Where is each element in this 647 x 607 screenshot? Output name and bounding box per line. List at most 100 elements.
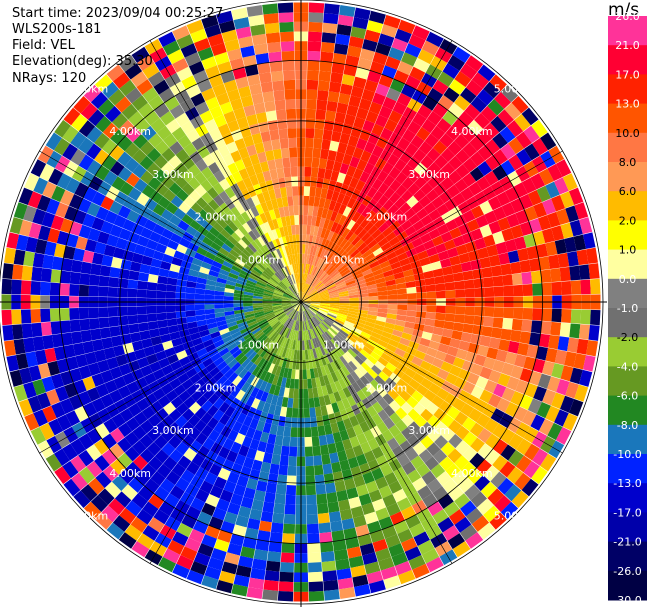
velocity-gate bbox=[486, 347, 499, 360]
velocity-gate bbox=[382, 199, 395, 211]
velocity-gate bbox=[162, 40, 181, 56]
velocity-gate bbox=[240, 95, 254, 108]
velocity-gate bbox=[394, 395, 407, 408]
velocity-gate bbox=[320, 296, 330, 300]
velocity-gate bbox=[318, 308, 329, 314]
velocity-gate bbox=[362, 471, 375, 485]
velocity-gate bbox=[399, 440, 413, 454]
velocity-gate bbox=[176, 189, 189, 202]
velocity-gate bbox=[83, 186, 98, 202]
velocity-gate bbox=[213, 136, 226, 150]
velocity-gate bbox=[394, 432, 407, 446]
velocity-gate bbox=[440, 335, 452, 346]
velocity-gate bbox=[542, 198, 556, 215]
velocity-gate bbox=[283, 293, 293, 299]
velocity-gate bbox=[212, 83, 227, 97]
velocity-gate bbox=[302, 273, 305, 283]
velocity-gate bbox=[224, 38, 240, 52]
velocity-gate bbox=[304, 340, 308, 351]
velocity-gate bbox=[329, 327, 338, 336]
velocity-gate bbox=[412, 112, 427, 127]
velocity-gate bbox=[397, 453, 411, 467]
velocity-gate bbox=[161, 364, 174, 376]
velocity-gate bbox=[194, 304, 205, 311]
velocity-gate bbox=[226, 88, 241, 102]
velocity-gate bbox=[227, 372, 239, 383]
velocity-gate bbox=[167, 353, 179, 365]
velocity-gate bbox=[216, 320, 227, 327]
velocity-gate bbox=[323, 319, 332, 328]
velocity-gate bbox=[146, 313, 158, 323]
velocity-gate bbox=[394, 28, 412, 43]
velocity-gate bbox=[294, 379, 299, 389]
velocity-gate bbox=[284, 338, 290, 349]
velocity-gate bbox=[246, 318, 257, 325]
velocity-gate bbox=[174, 428, 188, 442]
velocity-gate bbox=[74, 406, 89, 422]
velocity-gate bbox=[154, 140, 170, 155]
velocity-gate bbox=[433, 182, 447, 196]
velocity-gate bbox=[153, 435, 168, 450]
velocity-gate bbox=[70, 148, 86, 166]
velocity-gate bbox=[28, 222, 42, 239]
velocity-gate bbox=[72, 248, 85, 262]
velocity-gate bbox=[86, 428, 102, 445]
velocity-gate bbox=[132, 425, 147, 440]
velocity-gate bbox=[318, 435, 328, 446]
velocity-gate bbox=[257, 151, 268, 163]
velocity-gate bbox=[160, 161, 175, 176]
velocity-gate bbox=[232, 67, 247, 80]
velocity-gate bbox=[521, 410, 537, 427]
velocity-gate bbox=[195, 288, 206, 295]
velocity-gate bbox=[259, 274, 270, 282]
velocity-gate bbox=[485, 155, 500, 171]
velocity-gate bbox=[220, 520, 235, 534]
velocity-gate bbox=[321, 249, 329, 260]
velocity-gate bbox=[547, 376, 561, 393]
velocity-gate bbox=[364, 511, 379, 525]
velocity-gate bbox=[197, 543, 214, 557]
velocity-gate bbox=[30, 309, 41, 323]
velocity-gate bbox=[239, 251, 250, 261]
velocity-gate bbox=[279, 366, 286, 378]
velocity-gate bbox=[348, 496, 362, 509]
velocity-gate bbox=[262, 305, 273, 310]
velocity-gate bbox=[385, 251, 397, 261]
velocity-gate bbox=[407, 434, 421, 448]
velocity-gate bbox=[197, 47, 214, 61]
velocity-gate bbox=[380, 566, 398, 580]
velocity-gate bbox=[298, 292, 301, 302]
velocity-gate bbox=[319, 306, 330, 311]
velocity-gate bbox=[348, 308, 359, 313]
velocity-gate bbox=[331, 349, 340, 360]
velocity-gate bbox=[319, 272, 328, 281]
velocity-gate bbox=[205, 343, 217, 353]
velocity-gate bbox=[140, 365, 153, 377]
velocity-gate bbox=[278, 581, 294, 592]
velocity-gate bbox=[264, 100, 276, 112]
velocity-gate bbox=[334, 549, 349, 561]
velocity-gate bbox=[216, 233, 228, 244]
velocity-gate bbox=[492, 275, 504, 287]
velocity-gate bbox=[343, 527, 358, 540]
velocity-gate bbox=[273, 503, 285, 514]
velocity-gate bbox=[44, 348, 57, 363]
velocity-gate bbox=[127, 360, 141, 373]
velocity-gate bbox=[84, 239, 98, 253]
velocity-gate bbox=[440, 231, 453, 243]
velocity-gate bbox=[209, 105, 224, 119]
velocity-gate bbox=[147, 321, 159, 331]
velocity-gate bbox=[426, 402, 439, 415]
velocity-gate bbox=[167, 539, 185, 555]
velocity-gate bbox=[308, 31, 322, 42]
velocity-gate bbox=[367, 70, 382, 84]
velocity-gate bbox=[183, 447, 197, 462]
velocity-gate bbox=[32, 336, 45, 352]
velocity-gate bbox=[533, 386, 547, 402]
velocity-gate bbox=[538, 256, 551, 271]
velocity-gate bbox=[296, 350, 300, 360]
velocity-gate bbox=[446, 184, 461, 198]
velocity-gate bbox=[253, 293, 263, 297]
velocity-gate bbox=[336, 346, 345, 356]
velocity-gate bbox=[95, 423, 110, 439]
